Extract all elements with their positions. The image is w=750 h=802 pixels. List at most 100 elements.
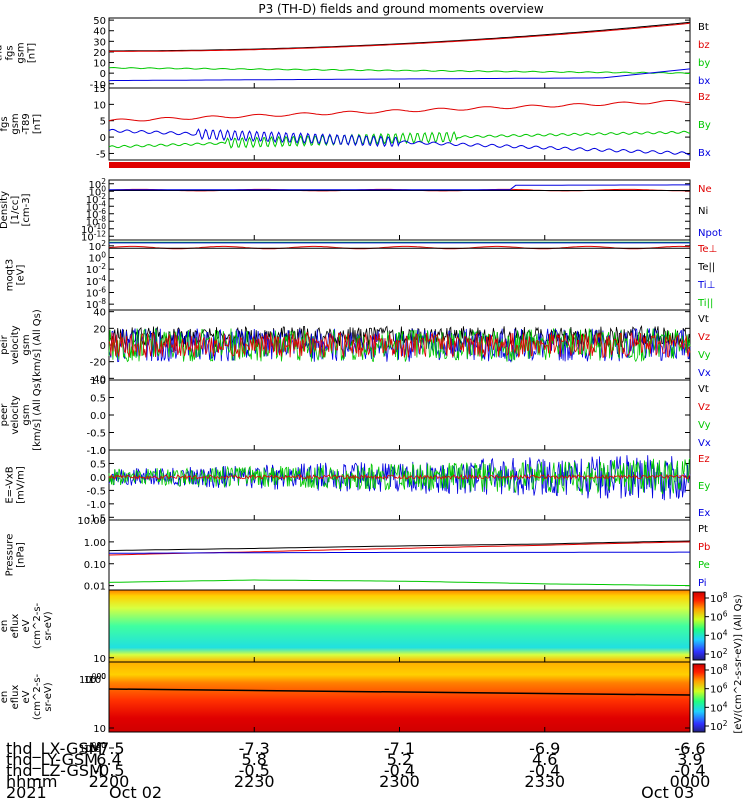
- y-tick-label: 0: [100, 69, 106, 80]
- legend-Ey: Ey: [698, 481, 710, 492]
- colorbar-tick-label: 106: [710, 682, 728, 696]
- colorbar-fill: [692, 663, 706, 733]
- y-tick-label: 10-4: [86, 199, 106, 213]
- y-axis-label: Pressure[nPa]: [5, 534, 27, 577]
- y-tick-label: -0.5: [86, 429, 106, 440]
- orbit-value: -7.1: [383, 739, 416, 758]
- y-tick-label: 0.5: [90, 394, 106, 405]
- orbit-label: 2021: [6, 783, 47, 802]
- series-Vx: [108, 328, 691, 363]
- orbit-value: -7.5: [93, 739, 125, 758]
- panel-efield: -1.5 -1.0 -0.5 0.0 0.5 1.0 E=-VxB[mV/m] Ez Ey Ex: [5, 446, 711, 524]
- orbit-value: Oct 03: [641, 783, 695, 802]
- legend-Bx: Bx: [698, 148, 711, 159]
- legend-Pe: Pe: [698, 560, 710, 571]
- panel-peer-spec: 10100100010000thdpeerenefluxeV(cm^2-s-sr…: [0, 661, 691, 755]
- panel-frame: [108, 87, 691, 161]
- colorbar-label: [eV/(cm^2-s-sr-eV)] (All Qs): [733, 594, 744, 733]
- y-tick-label: 10-2: [86, 192, 106, 206]
- colorbar-1: 102 104 106 108: [692, 591, 728, 661]
- series-Pi: [109, 551, 690, 554]
- y-tick-label: 10-10: [81, 222, 106, 236]
- y-tick-label: 15: [93, 84, 106, 95]
- orbit-value: 6.4: [96, 750, 122, 769]
- colorbar-tick-label: 102: [710, 719, 728, 733]
- y-tick-label: -20: [90, 358, 106, 369]
- legend-Vz: Vz: [698, 332, 710, 343]
- legend-Ti||: Ti||: [697, 298, 713, 309]
- legend-Ne: Ne: [698, 184, 712, 195]
- orbit-value: -0.5: [238, 761, 270, 780]
- y-tick-label: 5: [100, 117, 106, 128]
- orbit-value: -6.6: [674, 739, 706, 758]
- legend-Ex: Ex: [698, 508, 710, 519]
- colorbar-tick-label: 106: [710, 610, 728, 624]
- y-axis-label: Density[1/cc][cm-3]: [0, 191, 32, 229]
- y-tick-label: 40: [93, 27, 106, 38]
- y-tick-label: 1000: [84, 741, 107, 755]
- legend-By: By: [698, 120, 711, 131]
- orbit-value: -0.5: [93, 761, 125, 780]
- y-tick-label: 102: [88, 177, 106, 191]
- y-tick-label: 20: [93, 48, 106, 59]
- y-tick-label: 102: [88, 239, 106, 253]
- y-tick-label: 1000: [84, 672, 107, 686]
- y-tick-label: 0.5: [90, 459, 106, 470]
- colorbar-2: 102 104 106 108: [692, 663, 728, 733]
- colorbar-tick-label: 104: [710, 700, 728, 714]
- y-tick-label: -10: [90, 80, 106, 91]
- panels-layer: -1001020304050thdfgsgsm[nT]Btbzbybx-5051…: [0, 16, 722, 755]
- y-tick-label: 30: [93, 37, 106, 48]
- y-tick-label: 0.10: [84, 560, 106, 571]
- legend-Vx: Vx: [698, 368, 711, 379]
- orbit-value: 2330: [524, 772, 566, 791]
- y-axis-label: thdpeervelocitygsm[km/s] (All Qs): [0, 379, 43, 451]
- orbit-value: 2230: [233, 772, 275, 791]
- y-tick-label: 10-2: [86, 262, 106, 276]
- y-tick-label: 100: [88, 251, 106, 265]
- orbit-value: -0.4: [383, 761, 416, 780]
- orbit-label: thd_LZ-GSM: [6, 761, 103, 780]
- y-tick-label: 0.01: [84, 582, 106, 593]
- series-Bt: [109, 21, 691, 52]
- y-tick-label: 10.00: [77, 516, 106, 527]
- y-axis-label: thdpeirvelocitygsm[km/s] (All Qs): [0, 309, 43, 381]
- y-tick-label: 100: [88, 741, 106, 755]
- orbit-value: 5.8: [241, 750, 267, 769]
- colorbar-tick-label: 104: [710, 628, 728, 642]
- legend-Vy: Vy: [698, 420, 711, 431]
- y-tick-label: 50: [93, 16, 106, 27]
- colorbar-tick-label: 102: [710, 647, 728, 661]
- orbit-label: hhmm: [6, 772, 58, 791]
- legend-Bt: Bt: [698, 22, 709, 33]
- y-tick-label: 1.0: [90, 376, 106, 387]
- orbit-value: Oct 02: [109, 783, 163, 802]
- y-axis-label: thdfgsgsm[nT]: [0, 42, 38, 63]
- panel-frame: [108, 179, 691, 241]
- series-Ez: [108, 473, 691, 481]
- y-tick-label: 10: [93, 59, 106, 70]
- y-tick-label: -1.0: [86, 500, 106, 511]
- series-by: [108, 66, 690, 74]
- y-axis-label: E=-VxB[mV/m]: [5, 466, 27, 504]
- legend-by: by: [698, 58, 710, 69]
- colorbar-tick-label: 108: [710, 663, 728, 677]
- legend-Pb: Pb: [698, 542, 710, 553]
- y-tick-label: 10: [93, 654, 106, 665]
- panel-peer-velocity: -1.0 -0.5 0.0 0.5 1.0 thdpeervelocitygsm[km/s…: [0, 376, 711, 457]
- series-Pt: [108, 540, 691, 552]
- spectrogram-fill: [109, 590, 690, 662]
- legend-bx: bx: [698, 76, 710, 87]
- orbit-value: -0.4: [529, 761, 561, 780]
- legend-bz: bz: [698, 40, 710, 51]
- y-tick-label: 10: [93, 100, 106, 111]
- y-tick-label: 10-8: [86, 214, 106, 228]
- orbit-value: 0000: [669, 772, 711, 791]
- orbit-value: 3.9: [677, 750, 703, 769]
- series-Te-perp: [108, 245, 691, 250]
- y-tick-label: 10000: [79, 672, 106, 686]
- orbit-value: 2200: [88, 772, 130, 791]
